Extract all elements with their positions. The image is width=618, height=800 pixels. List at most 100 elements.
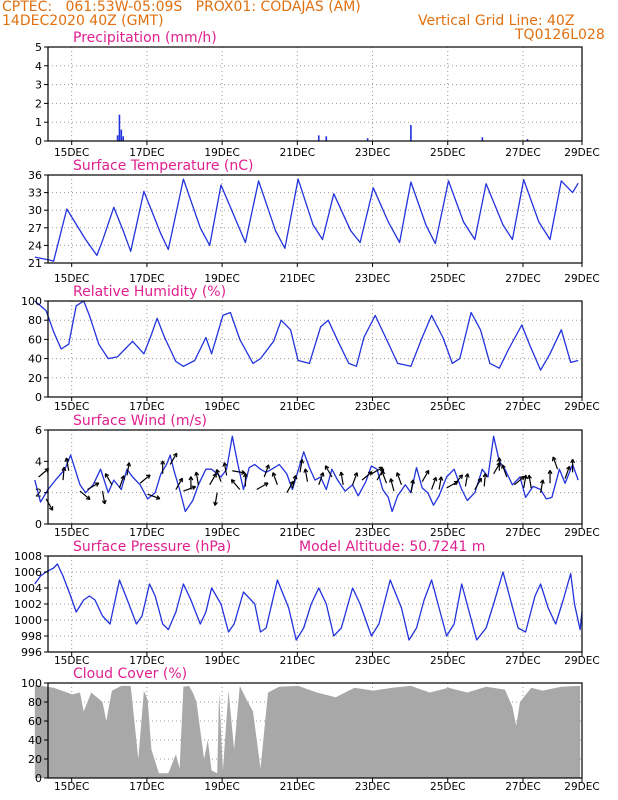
wind-arrow-head bbox=[85, 498, 91, 501]
wind-arrow-head bbox=[467, 473, 470, 478]
wind-arrow bbox=[431, 477, 437, 490]
x-tick-label: 15DEC bbox=[54, 527, 89, 539]
x-tick-label: 23DEC bbox=[355, 527, 390, 539]
wind-arrow bbox=[381, 470, 388, 484]
x-tick-label: 29DEC bbox=[564, 147, 599, 159]
wind-arrow bbox=[87, 482, 100, 491]
wind-arrow bbox=[474, 477, 482, 490]
wind-arrow-head bbox=[105, 473, 110, 477]
x-tick-label: 21DEC bbox=[280, 655, 315, 667]
precip-bar bbox=[325, 136, 328, 141]
wind-arrow-head bbox=[195, 471, 200, 476]
wind-arrow bbox=[453, 474, 463, 486]
x-tick-label: 17DEC bbox=[129, 781, 164, 793]
wind-arrow bbox=[513, 476, 525, 486]
panel-title: Surface Pressure (hPa) bbox=[73, 539, 231, 555]
wind-arrow-head bbox=[231, 479, 236, 482]
wind-arrow bbox=[438, 476, 442, 490]
y-tick-label: 30 bbox=[28, 204, 42, 217]
x-tick-label: 27DEC bbox=[505, 401, 540, 413]
wind-arrow bbox=[352, 472, 358, 486]
wind-arrow-head bbox=[340, 471, 344, 476]
y-tick-label: 1006 bbox=[14, 566, 42, 579]
wind-arrow-head bbox=[265, 482, 269, 487]
wind-arrow bbox=[175, 477, 183, 490]
x-tick-label: 29DEC bbox=[564, 273, 599, 285]
panel-title: Precipitation (mm/h) bbox=[73, 30, 217, 46]
panel-frame bbox=[47, 174, 583, 264]
wind-arrow bbox=[65, 457, 70, 471]
y-tick-label: 0 bbox=[35, 135, 42, 148]
wind-arrow bbox=[38, 468, 49, 478]
wind-arrow-head bbox=[552, 456, 557, 461]
wind-arrow-head bbox=[216, 469, 220, 473]
panel-title: Cloud Cover (%) bbox=[73, 666, 187, 682]
y-tick-label: 80 bbox=[28, 314, 42, 327]
x-tick-label: 25DEC bbox=[430, 527, 465, 539]
wind-arrow-head bbox=[192, 486, 197, 491]
x-tick-label: 15DEC bbox=[54, 273, 89, 285]
y-tick-label: 100 bbox=[21, 295, 42, 308]
wind-arrow bbox=[45, 498, 54, 511]
y-tick-label: 0 bbox=[35, 772, 42, 785]
header-line2: 14DEC2020 40Z (GMT) bbox=[2, 13, 164, 29]
model-code: TQ0126L028 bbox=[515, 27, 605, 43]
x-tick-label: 25DEC bbox=[430, 655, 465, 667]
y-tick-label: 996 bbox=[21, 646, 42, 659]
wind-arrow-head bbox=[244, 473, 248, 478]
y-tick-label: 1000 bbox=[14, 614, 42, 627]
precip-bar bbox=[116, 135, 119, 141]
wind-arrow bbox=[501, 464, 508, 478]
wind-arrow bbox=[564, 466, 571, 479]
y-tick-label: 40 bbox=[28, 734, 42, 747]
cloud-area bbox=[34, 684, 581, 778]
panel-humidity: 0 20 40 60 80 100 15DEC 17DEC 19DEC 21DEC 23DEC 25D… bbox=[21, 284, 600, 413]
wind-arrow bbox=[540, 479, 544, 493]
x-tick-label: 27DEC bbox=[505, 273, 540, 285]
y-tick-label: 20 bbox=[28, 753, 42, 766]
x-tick-label: 21DEC bbox=[280, 527, 315, 539]
wind-arrow-head bbox=[325, 465, 330, 469]
wind-arrow-head bbox=[301, 459, 305, 464]
wind-arrow bbox=[195, 471, 200, 485]
y-tick-label: 100 bbox=[21, 677, 42, 690]
model-altitude: Model Altitude: 50.7241 m bbox=[299, 539, 485, 555]
x-tick-label: 19DEC bbox=[204, 273, 239, 285]
panel-title: Surface Temperature (nC) bbox=[73, 158, 254, 174]
wind-arrow bbox=[390, 478, 395, 492]
wind-arrow-head bbox=[123, 475, 126, 480]
wind-arrow bbox=[396, 472, 403, 486]
panel-frame bbox=[47, 429, 583, 525]
x-tick-label: 21DEC bbox=[280, 401, 315, 413]
x-tick-label: 17DEC bbox=[129, 147, 164, 159]
wind-arrow bbox=[263, 464, 270, 478]
x-tick-label: 15DEC bbox=[54, 655, 89, 667]
panel-wind: 0 2 4 6 15DEC 17DEC 19DEC 21DEC 23DEC 25DEC 27DEC 2… bbox=[34, 413, 600, 539]
x-tick-label: 15DEC bbox=[54, 147, 89, 159]
panel-pressure: 996 998 1000 1002 1004 1006 1008 15DEC 17DEC 19DE… bbox=[14, 539, 600, 667]
x-tick-label: 17DEC bbox=[129, 273, 164, 285]
wind-arrow bbox=[256, 482, 269, 491]
wind-arrow bbox=[118, 475, 125, 489]
wind-arrow bbox=[523, 475, 527, 489]
wind-arrow-head bbox=[498, 457, 502, 462]
precip-bar bbox=[481, 137, 484, 141]
y-tick-label: 1 bbox=[35, 116, 42, 129]
wind-arrow bbox=[104, 473, 113, 486]
x-tick-label: 21DEC bbox=[280, 273, 315, 285]
y-tick-label: 5 bbox=[35, 41, 42, 54]
y-tick-label: 60 bbox=[28, 715, 42, 728]
wind-arrow-head bbox=[381, 470, 386, 475]
x-tick-label: 29DEC bbox=[564, 401, 599, 413]
x-tick-label: 21DEC bbox=[280, 781, 315, 793]
y-tick-label: 1008 bbox=[14, 550, 42, 563]
y-tick-label: 60 bbox=[28, 333, 42, 346]
x-tick-label: 27DEC bbox=[505, 527, 540, 539]
x-tick-label: 25DEC bbox=[430, 781, 465, 793]
grid-note: Vertical Grid Line: 40Z bbox=[418, 13, 575, 29]
wind-arrow bbox=[361, 471, 373, 481]
wind-arrow bbox=[126, 462, 130, 476]
panel-frame bbox=[47, 46, 583, 142]
wind-arrow bbox=[223, 462, 228, 476]
wind-arrow bbox=[139, 474, 151, 484]
